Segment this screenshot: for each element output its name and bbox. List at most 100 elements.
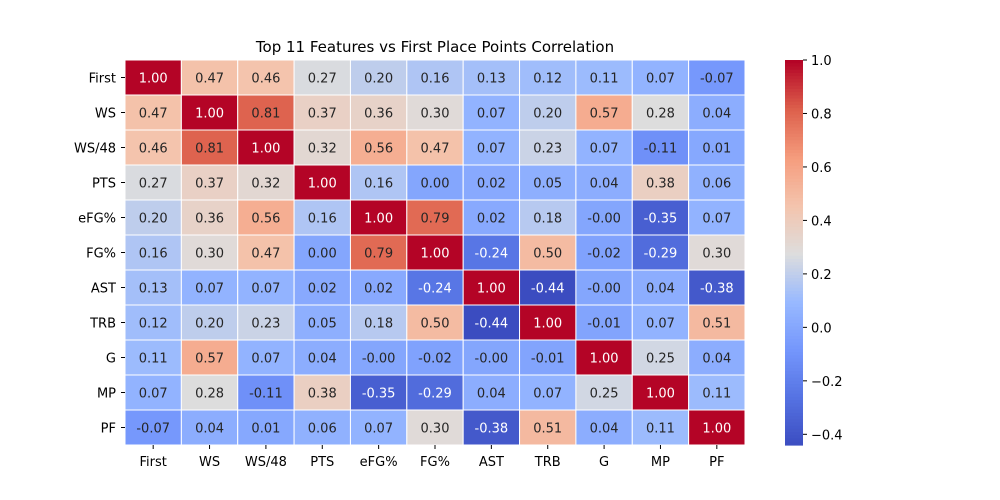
cell-value-label: 1.00	[251, 142, 280, 157]
x-tick-label: TRB	[534, 455, 561, 470]
colorbar-tick-label: −0.4	[811, 428, 843, 443]
cell-value-label: 0.38	[308, 387, 337, 402]
cell-value-label: 0.23	[251, 317, 280, 332]
heatmap-cell	[406, 269, 464, 306]
colorbar-segment	[785, 297, 803, 302]
heatmap-cell	[631, 409, 690, 446]
colorbar-tick-label: 0.6	[811, 161, 832, 176]
cell-value-label: 0.30	[195, 247, 224, 262]
cell-value-label: -0.00	[362, 352, 396, 367]
cell-value-label: 0.01	[251, 422, 280, 437]
colorbar-segment	[785, 82, 803, 87]
cell-value-label: 0.04	[477, 387, 506, 402]
colorbar-segment	[785, 268, 803, 273]
heatmap-cell	[180, 304, 239, 341]
colorbar-segment	[785, 329, 803, 334]
colorbar-segment	[785, 441, 803, 446]
heatmap-cell	[237, 269, 295, 306]
cell-value-label: 0.37	[195, 177, 224, 192]
colorbar-segment	[785, 178, 803, 183]
colorbar-segment	[785, 181, 803, 186]
colorbar-segment	[785, 66, 803, 71]
cell-value-label: 0.02	[477, 212, 506, 227]
colorbar-segment	[785, 432, 803, 436]
x-tick-label: G	[599, 455, 609, 470]
colorbar-segment	[785, 210, 803, 215]
heatmap-cell	[124, 304, 182, 341]
heatmap-cell	[631, 199, 690, 236]
cell-value-label: -0.01	[531, 352, 565, 367]
colorbar-segment	[785, 130, 803, 135]
cell-value-label: 1.00	[646, 387, 675, 402]
colorbar-segment	[785, 265, 803, 270]
colorbar-tick-label: 0.2	[811, 268, 832, 283]
cell-value-label: 0.07	[251, 352, 280, 367]
colorbar-segment	[785, 287, 803, 292]
colorbar-segment	[785, 384, 803, 388]
heatmap-cell	[688, 374, 746, 411]
heatmap-cell	[688, 59, 746, 96]
cell-value-label: 0.07	[251, 282, 280, 297]
colorbar-segment	[785, 233, 803, 238]
cell-value-label: 0.01	[702, 142, 731, 157]
colorbar-segment	[785, 377, 803, 382]
colorbar-segment	[785, 409, 803, 414]
colorbar-tick-label: 0.4	[811, 214, 832, 229]
heatmap-cell	[462, 199, 521, 236]
cell-value-label: 1.00	[702, 422, 731, 437]
colorbar-segment	[785, 435, 803, 440]
y-tick-label: PF	[101, 422, 116, 437]
cell-value-label: 0.38	[646, 177, 675, 192]
cell-value-label: 0.18	[364, 317, 393, 332]
cell-value-label: 0.36	[195, 212, 224, 227]
cell-value-label: 0.50	[533, 247, 562, 262]
cell-value-label: 0.79	[421, 212, 450, 227]
heatmap-cell	[180, 59, 239, 96]
cell-value-label: -0.24	[475, 247, 509, 262]
y-tick-label: FG%	[86, 247, 116, 262]
colorbar-segment	[785, 387, 803, 392]
x-tick-label: WS	[199, 455, 220, 470]
heatmap-cell	[406, 374, 464, 411]
colorbar-segment	[785, 422, 803, 427]
colorbar-segment	[785, 127, 803, 132]
heatmap-cell	[124, 269, 182, 306]
x-tick-label: WS/48	[245, 455, 287, 470]
heatmap-cell	[349, 94, 408, 131]
colorbar-segment	[785, 242, 803, 247]
cell-value-label: 1.00	[590, 352, 619, 367]
heatmap-cell	[688, 199, 746, 236]
colorbar-segment	[785, 412, 803, 417]
colorbar-segment	[785, 316, 803, 321]
cell-value-label: 0.46	[139, 142, 168, 157]
heatmap-cell	[237, 94, 295, 131]
colorbar-tick-label: 0.0	[811, 321, 832, 336]
cell-value-label: 0.04	[590, 422, 619, 437]
chart-title: Top 11 Features vs First Place Points Co…	[255, 38, 614, 56]
cell-value-label: 0.25	[646, 352, 675, 367]
colorbar-segment	[785, 92, 803, 96]
cell-value-label: 0.81	[195, 142, 224, 157]
heatmap-cell	[349, 199, 408, 236]
cell-value-label: -0.38	[475, 422, 509, 437]
cell-value-label: 0.07	[139, 387, 168, 402]
colorbar-segment	[785, 207, 803, 212]
colorbar-segment	[785, 165, 803, 170]
colorbar-segment	[785, 104, 803, 109]
colorbar-segment	[785, 425, 803, 430]
colorbar-segment	[785, 438, 803, 443]
cell-value-label: 0.00	[308, 247, 337, 262]
colorbar-segment	[785, 332, 803, 337]
cell-value-label: -0.02	[418, 352, 452, 367]
cell-value-label: 0.23	[533, 142, 562, 157]
colorbar-segment	[785, 117, 803, 122]
cell-value-label: -0.38	[700, 282, 734, 297]
colorbar-segment	[785, 313, 803, 318]
y-tick-label: WS/48	[74, 142, 116, 157]
cell-value-label: 0.07	[364, 422, 393, 437]
colorbar-segment	[785, 400, 803, 404]
heatmap-cell	[575, 234, 633, 271]
y-tick-label: TRB	[89, 317, 116, 332]
heatmap-cell	[575, 269, 633, 306]
colorbar-segment	[785, 191, 803, 196]
